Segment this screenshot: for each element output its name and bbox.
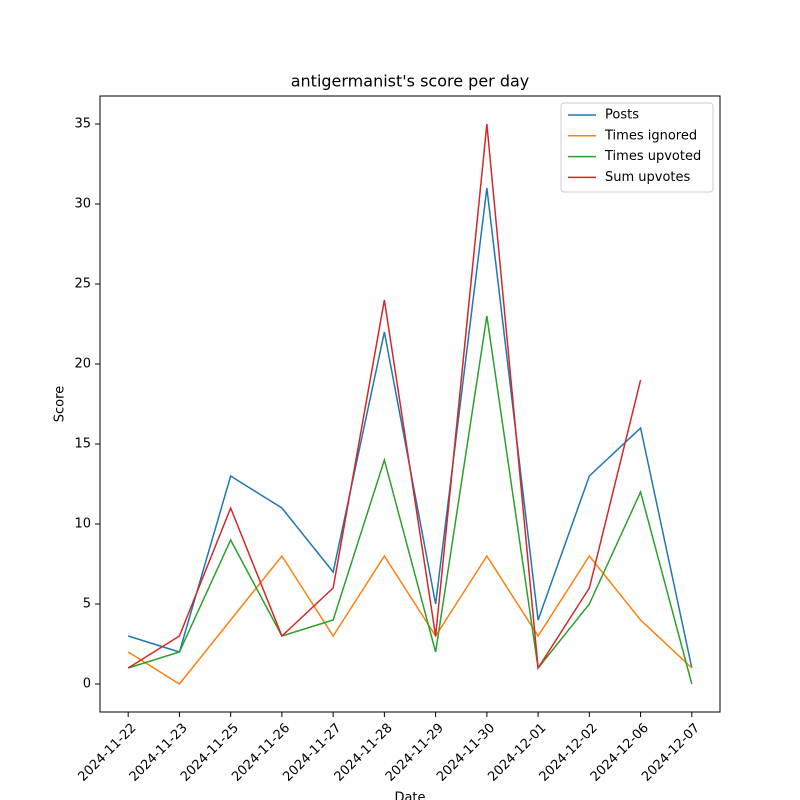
legend-label: Times ignored bbox=[604, 128, 697, 143]
y-tick-label: 0 bbox=[83, 677, 91, 692]
series-line bbox=[127, 554, 693, 685]
legend-box bbox=[560, 102, 714, 193]
legend-label: Sum upvotes bbox=[605, 170, 691, 185]
y-tick-label: 20 bbox=[74, 357, 91, 372]
legend-label: Posts bbox=[605, 108, 639, 123]
legend-label: Times upvoted bbox=[604, 149, 701, 164]
y-tick-label: 35 bbox=[74, 117, 91, 132]
y-tick-label: 25 bbox=[74, 277, 91, 292]
y-axis-label: Score bbox=[53, 386, 68, 422]
x-axis-label: Date bbox=[394, 791, 425, 800]
series-line bbox=[127, 315, 693, 685]
y-tick-label: 5 bbox=[83, 597, 91, 612]
plot-frame bbox=[99, 95, 721, 713]
series-line bbox=[127, 123, 642, 671]
chart-title: antigermanist's score per day bbox=[291, 72, 530, 91]
y-tick-label: 10 bbox=[74, 517, 91, 532]
y-tick-label: 30 bbox=[74, 197, 91, 212]
y-tick-label: 15 bbox=[74, 437, 91, 452]
